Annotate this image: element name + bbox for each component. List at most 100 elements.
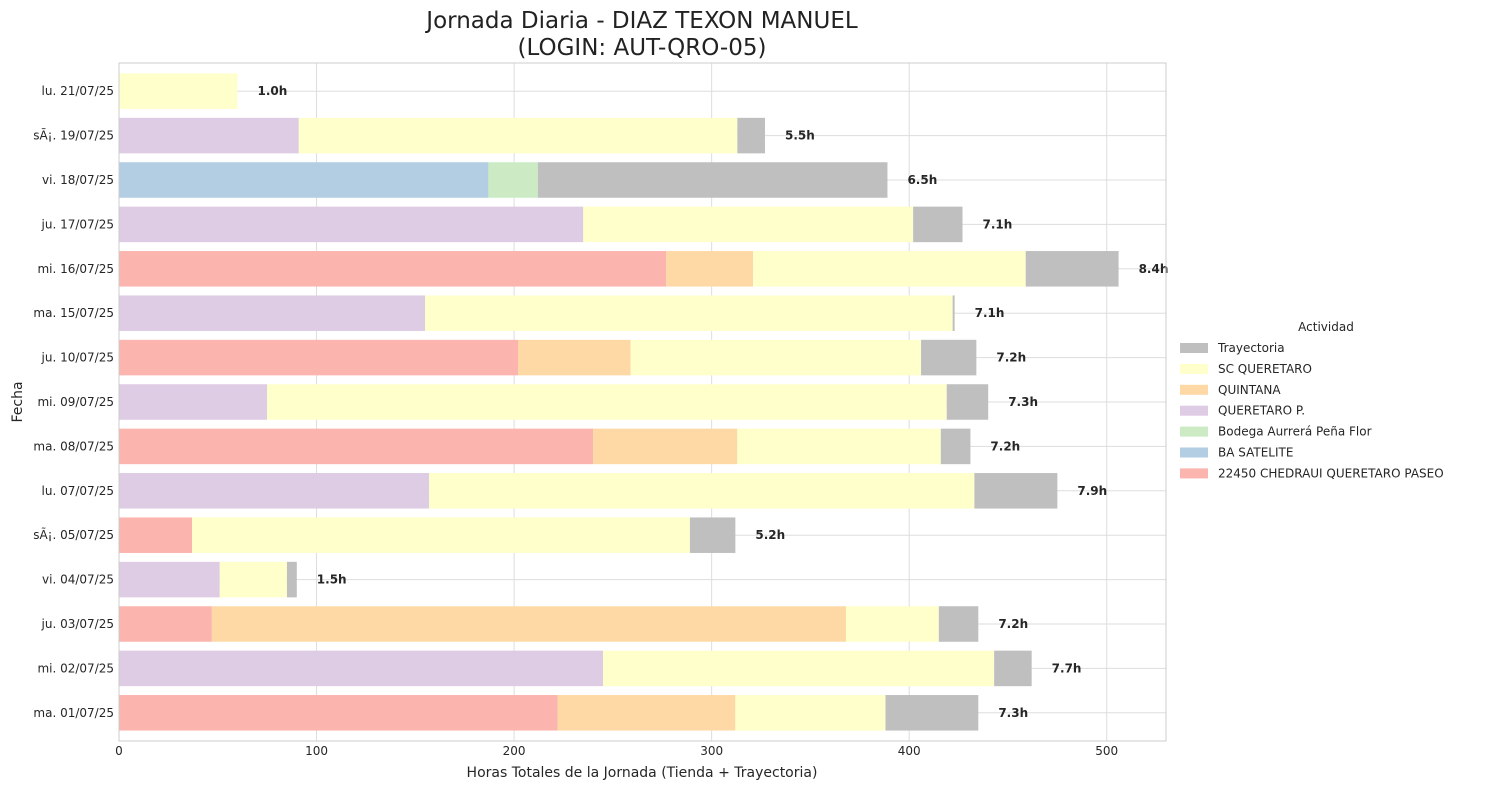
bar-segment: [488, 162, 538, 198]
bar-segment: [557, 695, 736, 731]
bar-segment: [593, 428, 738, 465]
legend-swatch: [1180, 405, 1208, 416]
bar-segment: [119, 117, 299, 154]
x-tick-label: 300: [700, 744, 723, 758]
x-tick-label: 200: [503, 744, 526, 758]
legend-swatch: [1180, 363, 1208, 374]
bar-total-label: 5.5h: [785, 129, 815, 143]
ticks-layer: 0 100 200 300 400 500 lu. 21/07/25 sÃ¡. 19/07/2…: [33, 84, 1118, 758]
x-tick-label: 100: [305, 744, 328, 758]
bar-segment: [885, 695, 979, 731]
y-tick-label: vi. 18/07/25: [42, 173, 114, 187]
y-tick-label: mi. 16/07/25: [37, 262, 114, 276]
legend-item-label: 22450 CHEDRAUI QUERETARO PASEO: [1218, 466, 1444, 480]
y-tick-label: ju. 10/07/25: [41, 351, 114, 365]
bar-segment: [119, 517, 193, 553]
y-tick-label: sÃ¡. 19/07/25: [33, 128, 114, 143]
bar-segment: [119, 251, 667, 287]
legend-title: Actividad: [1298, 320, 1354, 334]
bar-total-label: 7.3h: [998, 706, 1028, 720]
bar-total-label: 5.2h: [755, 528, 785, 542]
bar-total-label: 7.1h: [975, 306, 1005, 320]
bar-segment: [938, 606, 979, 642]
bar-total-label: 8.4h: [1139, 262, 1169, 276]
bar-total-label: 1.5h: [317, 573, 347, 587]
bar-segment: [286, 561, 297, 598]
bar-segment: [119, 206, 584, 243]
legend-item-label: Trayectoria: [1217, 341, 1285, 355]
bar-segment: [994, 650, 1032, 687]
bar-segment: [219, 561, 287, 598]
bar-segment: [425, 295, 953, 331]
bar-segment: [630, 339, 922, 376]
bar-segment: [974, 473, 1058, 509]
bar-segment: [737, 117, 765, 154]
bars-layer: [119, 73, 1119, 731]
bar-segment: [518, 339, 631, 376]
bar-segment: [940, 428, 971, 465]
legend-item-label: BA SATELITE: [1218, 446, 1293, 460]
bar-segment: [913, 206, 963, 243]
bar-segment: [537, 162, 888, 198]
chart-title-line2: (LOGIN: AUT-QRO-05): [518, 35, 767, 61]
bar-segment: [952, 295, 955, 331]
legend: Trayectoria SC QUERETARO QUINTANA QUERETARO…: [1180, 341, 1444, 480]
bar-segment: [1025, 251, 1119, 287]
legend-item-label: SC QUERETARO: [1218, 362, 1312, 376]
bar-segment: [119, 73, 238, 109]
y-tick-label: mi. 02/07/25: [37, 661, 114, 675]
y-tick-label: lu. 07/07/25: [42, 484, 114, 498]
plot-frame: [118, 62, 1167, 742]
y-axis-label: Fecha: [10, 381, 26, 422]
y-tick-label: ma. 08/07/25: [33, 439, 114, 453]
y-tick-label: ma. 01/07/25: [33, 706, 114, 720]
bar-segment: [192, 517, 690, 553]
y-tick-label: ju. 03/07/25: [41, 617, 114, 631]
y-tick-label: ju. 17/07/25: [41, 217, 114, 231]
bar-segment: [946, 384, 989, 420]
bar-segment: [119, 295, 426, 331]
y-tick-label: ma. 15/07/25: [33, 306, 114, 320]
legend-item-label: QUERETARO P.: [1218, 404, 1305, 418]
legend-swatch: [1180, 447, 1208, 458]
bar-total-label: 7.7h: [1052, 661, 1082, 675]
bar-segment: [602, 650, 995, 687]
legend-swatch: [1180, 343, 1208, 353]
y-tick-label: mi. 09/07/25: [37, 395, 114, 409]
bar-total-label: 7.2h: [998, 617, 1028, 631]
y-tick-label: lu. 21/07/25: [42, 84, 114, 98]
bar-total-label: 6.5h: [907, 173, 937, 187]
bar-segment: [119, 561, 220, 598]
bar-segment: [119, 384, 268, 420]
bar-total-label: 7.9h: [1077, 484, 1107, 498]
legend-item-label: Bodega Aurrerá Peña Flor: [1218, 425, 1372, 439]
bar-segment: [119, 650, 603, 687]
bar-segment: [583, 206, 914, 243]
bar-segment: [845, 606, 939, 642]
legend-item-label: QUINTANA: [1218, 383, 1281, 397]
bar-segment: [921, 339, 977, 376]
bar-total-label: 1.0h: [258, 84, 288, 98]
bar-segment: [666, 251, 754, 287]
bar-segment: [119, 428, 594, 465]
bar-segment: [119, 473, 430, 509]
bar-segment: [119, 606, 212, 642]
legend-swatch: [1180, 426, 1208, 437]
bar-segment: [753, 251, 1026, 287]
bar-segment: [689, 517, 736, 553]
bar-segment: [735, 695, 886, 731]
bar-total-label: 7.2h: [990, 439, 1020, 453]
bar-total-label: 7.1h: [983, 217, 1013, 231]
bar-segment: [119, 339, 519, 376]
chart-title-line1: Jornada Diaria - DIAZ TEXON MANUEL: [424, 8, 858, 34]
x-tick-label: 500: [1095, 744, 1118, 758]
legend-swatch: [1180, 384, 1208, 395]
bar-segment: [211, 606, 846, 642]
bar-segment: [429, 473, 975, 509]
x-tick-label: 400: [898, 744, 921, 758]
y-tick-label: sÃ¡. 05/07/25: [33, 527, 114, 542]
x-tick-label: 0: [115, 744, 123, 758]
bar-segment: [737, 428, 941, 465]
